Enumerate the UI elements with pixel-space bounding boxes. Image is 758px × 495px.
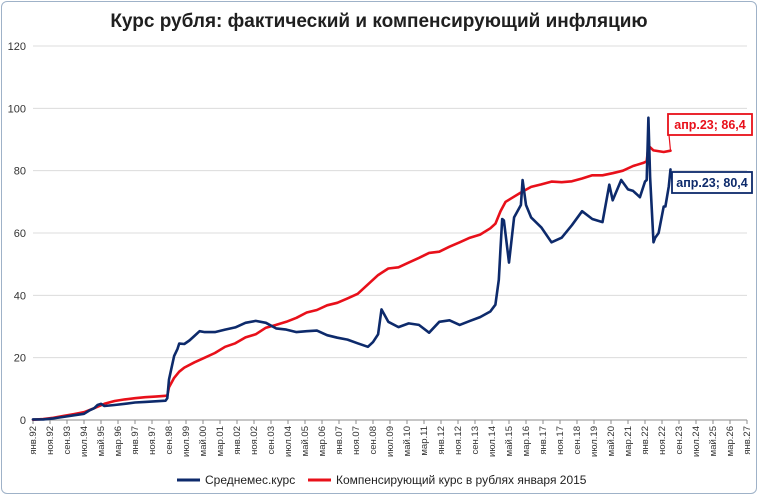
x-tick-label: сен.23 <box>674 426 685 455</box>
x-tick-label: янв.22 <box>640 426 651 455</box>
gridlines <box>33 45 747 421</box>
x-tick-label: янв.17 <box>538 426 549 455</box>
x-tick-label: ноя.07 <box>351 426 362 455</box>
x-tick-label: янв.97 <box>130 426 141 455</box>
x-tick-label: мар.21 <box>623 426 634 456</box>
y-axis: 0 20 40 60 80 100 120 <box>8 41 26 427</box>
y-tick-label: 80 <box>14 166 26 178</box>
series-layer <box>31 116 672 421</box>
x-tick-label: ноя.02 <box>249 426 260 455</box>
annotation-box <box>671 171 753 194</box>
x-tick-label: май.15 <box>504 426 515 456</box>
x-tick-label: янв.12 <box>436 426 447 455</box>
annotation-label: апр.23; 80,4 <box>676 176 748 190</box>
annotation-box <box>667 113 753 136</box>
x-tick-label: сен.08 <box>368 426 379 455</box>
legend-label-avg: Среднемес.курс <box>205 473 295 487</box>
y-tick-label: 120 <box>8 41 26 53</box>
x-tick-label: янв.02 <box>232 426 243 455</box>
x-tick-label: сен.18 <box>572 426 583 455</box>
annotation-layer: апр.23; 86,4 апр.23; 80,4 <box>667 113 753 194</box>
x-tick-label: июл.09 <box>385 426 396 457</box>
x-tick-label: июл.04 <box>283 426 294 457</box>
x-axis: янв.92 ноя.92 сен.93 июл.94 май.95 мар.96 янв.… <box>28 420 753 457</box>
x-tick-label: июл.99 <box>181 426 192 457</box>
x-tick-label: июл.14 <box>487 426 498 457</box>
x-tick-label: сен.03 <box>266 426 277 455</box>
x-tick-label: мар.16 <box>521 426 532 456</box>
chart-title: Курс рубля: фактический и компенсирующий… <box>110 11 647 32</box>
x-tick-label: май.05 <box>300 426 311 456</box>
x-tick-label: мар.06 <box>317 426 328 456</box>
x-tick-label: мар.11 <box>419 426 430 456</box>
x-tick-label: сен.93 <box>62 426 73 455</box>
x-tick-label: ноя.17 <box>555 426 566 455</box>
x-tick-label: мар.96 <box>113 426 124 456</box>
x-tick-label: май.20 <box>606 426 617 456</box>
x-tick-label: июл.19 <box>589 426 600 457</box>
x-tick-label: май.25 <box>708 426 719 456</box>
x-tick-label: май.95 <box>96 426 107 456</box>
y-tick-label: 40 <box>14 290 26 302</box>
y-tick-label: 0 <box>20 415 26 427</box>
x-tick-label: май.00 <box>198 426 209 456</box>
y-tick-label: 60 <box>14 228 26 240</box>
x-tick-label: мар.01 <box>215 426 226 456</box>
series-line-avg-rate <box>31 116 672 421</box>
x-tick-label: июл.94 <box>79 426 90 457</box>
y-tick-label: 100 <box>8 103 26 115</box>
x-tick-label: июл.24 <box>691 426 702 457</box>
x-tick-label: ноя.97 <box>147 426 158 455</box>
legend: Среднемес.курс Компенсирующий курс в руб… <box>177 473 587 487</box>
x-tick-label: янв.92 <box>28 426 39 455</box>
x-tick-label: ноя.12 <box>453 426 464 455</box>
x-tick-label: сен.98 <box>164 426 175 455</box>
x-tick-label: мар.26 <box>725 426 736 456</box>
x-tick-label: ноя.92 <box>45 426 56 455</box>
series-line-compensating-rate <box>31 144 672 421</box>
x-tick-label: ноя.22 <box>657 426 668 455</box>
x-tick-label: сен.13 <box>470 426 481 455</box>
x-tick-label: янв.07 <box>334 426 345 455</box>
legend-label-comp: Компенсирующий курс в рублях января 2015 <box>336 473 587 487</box>
y-tick-label: 20 <box>14 353 26 365</box>
x-tick-label: янв.27 <box>742 426 753 455</box>
x-tick-label: май.10 <box>402 426 413 456</box>
annotation-label: апр.23; 86,4 <box>674 118 746 132</box>
